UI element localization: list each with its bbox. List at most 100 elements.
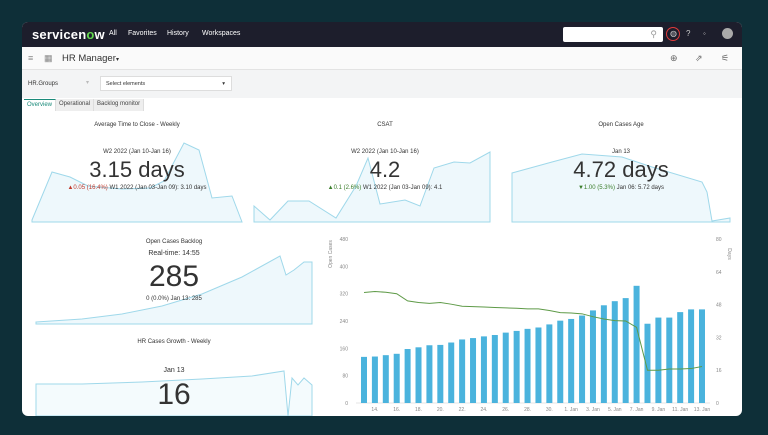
widget-csat[interactable]: CSAT W2 2022 (Jan 10-Jan 16) 4.2 ▲0.1 (2…	[280, 118, 490, 222]
widget-hr-cases-growth[interactable]: HR Cases Growth - Weekly Jan 13 16	[36, 336, 312, 416]
bar-30.[interactable]	[546, 324, 553, 403]
bar-7. Jan[interactable]	[633, 285, 640, 403]
widget-value: 285	[148, 260, 200, 293]
bar-26.[interactable]	[502, 332, 509, 403]
tab-backlog-monitor[interactable]: Backlog monitor	[94, 99, 145, 111]
x-tick-label: 28.	[524, 407, 531, 413]
grid-icon[interactable]: ▦	[44, 53, 53, 63]
nav-favorites[interactable]: Favorites	[128, 30, 157, 37]
widget-period: W2 2022 (Jan 10-Jan 16)	[351, 149, 419, 155]
y-tick-label: 0	[345, 401, 348, 407]
x-tick-label: 26.	[502, 407, 509, 413]
sparkline-avg	[31, 142, 243, 223]
bar-5. Jan[interactable]	[611, 301, 618, 403]
menu-icon[interactable]: ≡	[28, 53, 34, 63]
widget-title: Open Cases Backlog	[145, 239, 203, 245]
widget-title: HR Cases Growth - Weekly	[137, 339, 211, 345]
x-tick-label: 7. Jan	[630, 407, 644, 413]
widget-period: Jan 13	[163, 367, 185, 374]
widget-avg-time-to-close[interactable]: Average Time to Close - Weekly W2 2022 (…	[32, 118, 242, 222]
bar-8[interactable]	[644, 323, 651, 403]
sparklines	[31, 142, 731, 416]
search-icon: ⚲	[650, 29, 657, 39]
group-filter-label[interactable]: HR.Groups	[28, 81, 59, 87]
widget-compare: W1 2022 (Jan 03-Jan 09): 3.10 days	[109, 185, 207, 191]
chevron-down-icon[interactable]: ▾	[116, 57, 120, 63]
bar-11. Jan[interactable]	[677, 312, 684, 403]
bar-17[interactable]	[404, 349, 411, 403]
bar-13[interactable]	[361, 356, 367, 403]
y-tick-label: 400	[340, 264, 349, 270]
widget-change: ▼1.00 (5.3%)	[577, 185, 615, 191]
bar-1. Jan[interactable]	[568, 318, 575, 403]
days-line[interactable]	[363, 290, 703, 371]
bar-19[interactable]	[426, 345, 433, 403]
bar-25[interactable]	[491, 335, 498, 403]
tab-overview[interactable]: Overview	[24, 99, 57, 111]
widget-period: Real-time: 14:55	[148, 250, 200, 257]
bar-12[interactable]	[688, 309, 695, 403]
bar-29[interactable]	[535, 327, 542, 403]
x-tick-label: 20.	[437, 407, 444, 413]
y-tick-label: 320	[340, 292, 349, 298]
x-tick-label: 14.	[371, 407, 378, 413]
bar-16.[interactable]	[393, 353, 400, 403]
bar-28.[interactable]	[524, 328, 531, 403]
open-cases-combo-chart[interactable]: 0 80 160 240 320 400 480 0 16 32 48 64 80 Open Cases D…	[22, 22, 742, 416]
filter-bar: HR.Groups ▾ Select elements ▾	[22, 70, 742, 98]
bar-13. Jan[interactable]	[699, 309, 705, 403]
widget-period: W2 2022 (Jan 10-Jan 16)	[103, 149, 171, 155]
nav-all[interactable]: All	[109, 30, 117, 37]
servicenow-logo[interactable]: servicenow	[32, 27, 105, 42]
share-icon[interactable]: ⇗	[695, 53, 703, 63]
filter-settings-icon[interactable]: ⚟	[721, 53, 730, 63]
app-window: servicenow All Favorites History Workspa…	[22, 22, 742, 416]
bar-2[interactable]	[579, 315, 586, 403]
x-tick-label: 18.	[415, 407, 422, 413]
widget-compare: Jan 06: 5.72 days	[616, 185, 664, 191]
bar-22.[interactable]	[459, 339, 466, 403]
bar-21[interactable]	[448, 342, 455, 403]
bar-9. Jan[interactable]	[655, 317, 662, 403]
chevron-down-icon: ▾	[222, 81, 225, 87]
bar-6[interactable]	[622, 298, 629, 403]
y2-tick-label: 16	[716, 368, 722, 374]
select-elements-dropdown[interactable]: Select elements ▾	[100, 76, 232, 91]
y2-tick-label: 48	[716, 303, 722, 309]
y2-tick-label: 80	[716, 237, 722, 243]
workspace-header: ≡ ▦ HR Manager ▾ ⊕ ⇗ ⚟	[22, 47, 742, 70]
search-input[interactable]: ⚲	[563, 27, 663, 42]
widget-open-cases-age[interactable]: Open Cases Age Jan 13 4.72 days ▼1.00 (5…	[512, 118, 730, 222]
x-tick-label: 1. Jan	[564, 407, 578, 413]
globe-icon: ◍	[670, 29, 677, 38]
bar-24.[interactable]	[480, 336, 487, 403]
bar-31[interactable]	[557, 320, 564, 403]
tab-operational[interactable]: Operational	[56, 99, 95, 111]
bar-27[interactable]	[513, 330, 520, 403]
widget-value: 4.2	[369, 157, 401, 182]
help-icon[interactable]: ?	[686, 29, 691, 38]
bar-20.[interactable]	[437, 344, 444, 403]
y2-tick-label: 32	[716, 335, 722, 341]
group-chevron-icon[interactable]: ▾	[86, 80, 90, 86]
y-tick-label: 240	[340, 319, 349, 325]
widget-open-cases-backlog[interactable]: Open Cases Backlog Real-time: 14:55 285 …	[36, 236, 312, 326]
x-tick-label: 16.	[393, 407, 400, 413]
globe-button[interactable]	[666, 27, 680, 41]
widget-title: Open Cases Age	[598, 122, 644, 128]
add-icon[interactable]: ⊕	[670, 53, 678, 63]
bell-icon[interactable]: ◦	[703, 29, 706, 38]
bar-3. Jan[interactable]	[589, 310, 596, 403]
x-tick-label: 22.	[459, 407, 466, 413]
bar-14.[interactable]	[371, 356, 378, 403]
bar-10[interactable]	[666, 317, 673, 403]
nav-workspaces[interactable]: Workspaces	[202, 30, 241, 37]
nav-history[interactable]: History	[167, 30, 189, 37]
avatar[interactable]	[722, 28, 733, 39]
bar-23[interactable]	[470, 338, 477, 403]
bar-4[interactable]	[600, 305, 607, 403]
page-title[interactable]: HR Manager	[62, 53, 116, 64]
widget-change: ▲0.1 (2.6%)	[327, 185, 362, 191]
bar-18.[interactable]	[415, 347, 422, 403]
bar-15[interactable]	[382, 355, 389, 403]
